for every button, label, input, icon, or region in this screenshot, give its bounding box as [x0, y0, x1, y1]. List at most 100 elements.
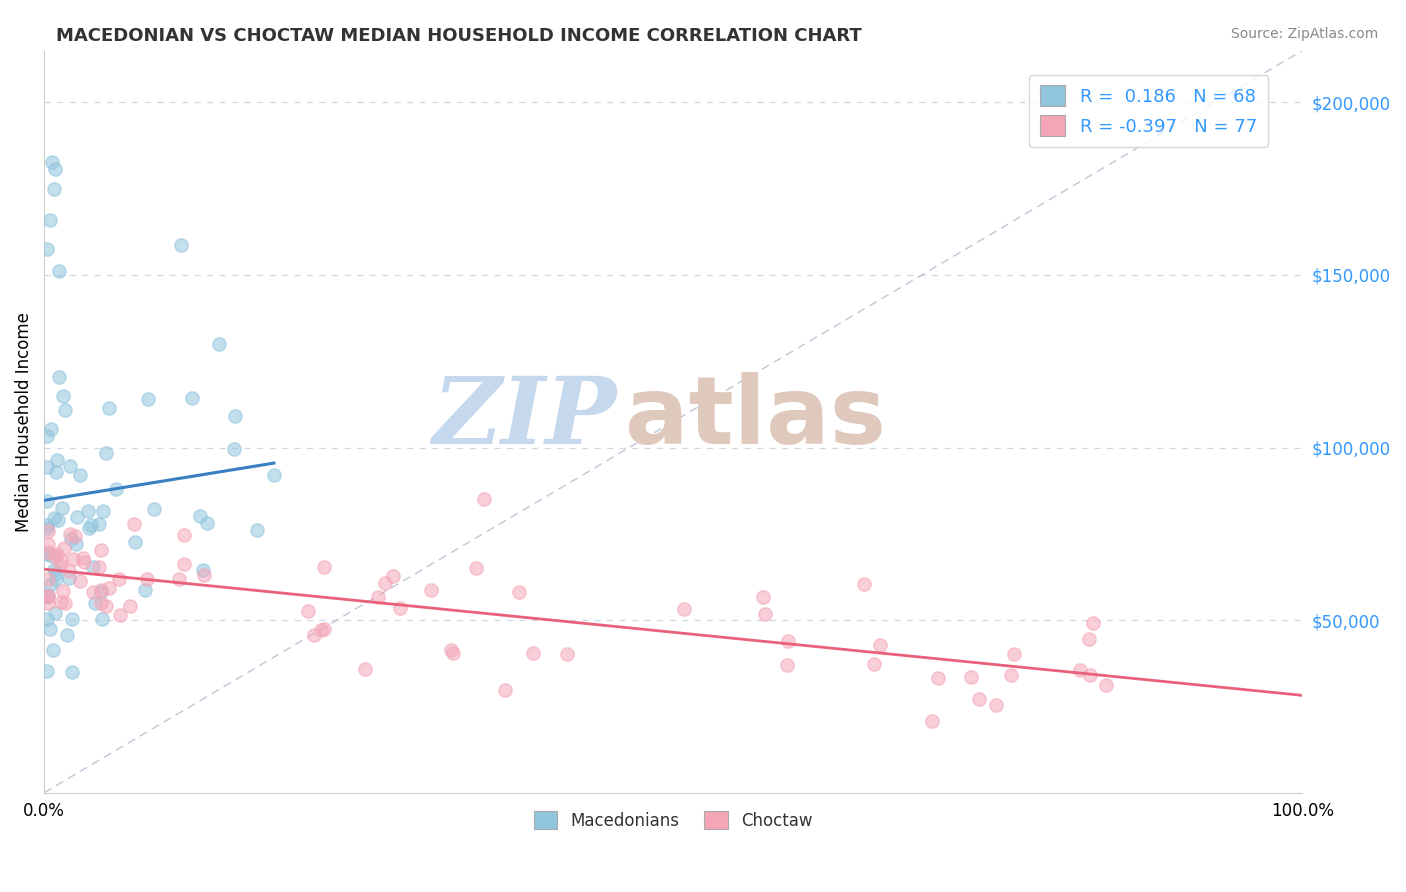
Point — [35, 493, 58, 508]
Point — [37, 536, 59, 550]
Point — [58, 564, 80, 578]
Point — [44, 549, 66, 564]
Point — [105, 482, 128, 496]
Point — [367, 591, 389, 605]
Point — [73, 555, 96, 569]
Point — [60, 612, 83, 626]
Point — [188, 509, 211, 524]
Point — [314, 560, 336, 574]
Point — [41, 155, 63, 169]
Point — [181, 391, 204, 405]
Point — [672, 602, 695, 616]
Point — [96, 599, 118, 613]
Text: Source: ZipAtlas.com: Source: ZipAtlas.com — [1230, 27, 1378, 41]
Point — [37, 589, 59, 603]
Point — [224, 409, 246, 423]
Point — [927, 671, 949, 685]
Point — [72, 551, 94, 566]
Point — [1081, 615, 1104, 630]
Point — [960, 670, 983, 684]
Point — [752, 590, 775, 604]
Point — [193, 568, 215, 582]
Point — [37, 612, 59, 626]
Text: MACEDONIAN VS CHOCTAW MEDIAN HOUSEHOLD INCOME CORRELATION CHART: MACEDONIAN VS CHOCTAW MEDIAN HOUSEHOLD I… — [56, 27, 862, 45]
Point — [869, 638, 891, 652]
Point — [98, 401, 121, 416]
Point — [62, 551, 84, 566]
Point — [97, 581, 120, 595]
Point — [59, 526, 82, 541]
Point — [44, 511, 66, 525]
Point — [87, 560, 110, 574]
Point — [87, 516, 110, 531]
Point — [48, 264, 70, 278]
Point — [508, 585, 530, 599]
Point — [776, 633, 799, 648]
Point — [37, 590, 59, 604]
Point — [37, 518, 59, 533]
Point — [967, 692, 990, 706]
Point — [37, 588, 59, 602]
Point — [35, 459, 58, 474]
Point — [39, 422, 62, 436]
Point — [555, 647, 578, 661]
Y-axis label: Median Household Income: Median Household Income — [15, 311, 32, 532]
Point — [45, 465, 67, 479]
Point — [754, 607, 776, 622]
Point — [94, 445, 117, 459]
Point — [52, 541, 75, 555]
Point — [354, 662, 377, 676]
Point — [84, 596, 107, 610]
Point — [76, 503, 98, 517]
Point — [522, 646, 544, 660]
Point — [124, 535, 146, 549]
Point — [1078, 668, 1101, 682]
Point — [82, 560, 104, 574]
Point — [142, 502, 165, 516]
Legend: Macedonians, Choctaw: Macedonians, Choctaw — [527, 805, 820, 837]
Point — [984, 698, 1007, 712]
Point — [420, 582, 443, 597]
Point — [35, 521, 58, 535]
Point — [41, 549, 63, 563]
Point — [65, 537, 87, 551]
Point — [494, 682, 516, 697]
Point — [297, 604, 319, 618]
Point — [862, 657, 884, 672]
Point — [89, 596, 111, 610]
Point — [45, 572, 67, 586]
Point — [35, 242, 58, 256]
Point — [45, 453, 67, 467]
Point — [776, 658, 799, 673]
Point — [44, 161, 66, 176]
Point — [45, 547, 67, 561]
Point — [60, 532, 83, 546]
Text: ZIP: ZIP — [432, 373, 616, 463]
Point — [464, 561, 486, 575]
Point — [39, 577, 62, 591]
Point — [45, 566, 67, 581]
Point — [37, 524, 59, 538]
Point — [35, 429, 58, 443]
Point — [80, 517, 103, 532]
Point — [1078, 632, 1101, 647]
Point — [49, 558, 72, 572]
Point — [49, 595, 72, 609]
Point — [66, 509, 89, 524]
Point — [37, 545, 59, 559]
Point — [1095, 678, 1118, 692]
Point — [136, 392, 159, 407]
Point — [56, 627, 79, 641]
Point — [53, 402, 76, 417]
Point — [38, 622, 60, 636]
Point — [222, 442, 245, 457]
Point — [921, 714, 943, 728]
Point — [52, 584, 75, 599]
Point — [42, 642, 65, 657]
Point — [35, 547, 58, 561]
Point — [135, 573, 157, 587]
Point — [42, 563, 65, 577]
Point — [35, 591, 58, 605]
Point — [44, 606, 66, 620]
Point — [302, 628, 325, 642]
